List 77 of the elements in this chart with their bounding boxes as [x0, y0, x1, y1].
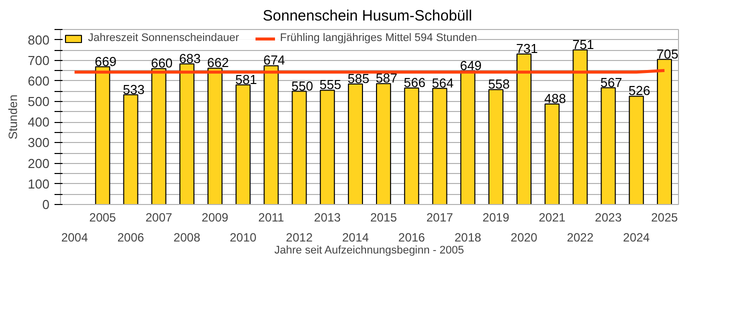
- y-tick-label: 200: [28, 156, 50, 171]
- x-tick-label: 2025: [651, 210, 678, 224]
- data-label: 705: [656, 46, 678, 62]
- x-tick-label: 2016: [398, 230, 426, 244]
- data-label: 488: [544, 91, 566, 106]
- x-tick-label: 2008: [174, 230, 201, 244]
- x-tick-label: 2012: [286, 230, 313, 244]
- data-label: 674: [263, 52, 286, 68]
- y-tick-label: 300: [28, 135, 50, 150]
- x-axis-title: Jahre seit Aufzeichnungsbeginn - 2005: [274, 244, 464, 256]
- x-tick-label: 2024: [623, 230, 650, 244]
- bar: [264, 65, 279, 204]
- data-label: 533: [122, 82, 145, 97]
- data-label: 662: [207, 55, 229, 70]
- bar: [488, 89, 504, 204]
- data-label: 683: [179, 50, 201, 66]
- y-axis-title: Stunden: [6, 94, 20, 140]
- bar: [376, 83, 392, 204]
- data-label: 526: [628, 83, 650, 98]
- data-label: 587: [376, 70, 398, 86]
- y-tick-label: 600: [28, 73, 50, 88]
- bar: [572, 49, 588, 204]
- x-tick-label: 2023: [594, 210, 622, 224]
- y-tick-label: 0: [42, 197, 50, 212]
- bar: [179, 63, 194, 204]
- data-label: 581: [235, 72, 257, 87]
- data-label: 550: [291, 78, 314, 94]
- y-tick-label: 500: [28, 94, 50, 110]
- y-tick-label: 400: [28, 114, 50, 130]
- x-tick-label: 2009: [202, 210, 229, 224]
- bar: [656, 58, 672, 204]
- bar: [628, 96, 644, 204]
- bar: [348, 84, 363, 204]
- bar: [292, 90, 307, 204]
- data-label: 585: [348, 71, 370, 86]
- x-tick-label: 2019: [482, 210, 510, 224]
- bar: [600, 87, 616, 204]
- y-tick-label: 100: [28, 176, 50, 192]
- chart-title: Sonnenschein Husum-Schobüll: [262, 8, 472, 24]
- data-label: 567: [600, 74, 622, 90]
- data-label: 649: [460, 58, 482, 73]
- data-label: 558: [488, 76, 510, 92]
- legend-label: Frühling langjähriges Mittel 594 Stunden: [280, 32, 477, 44]
- x-tick-label: 2005: [89, 210, 116, 224]
- x-tick-label: 2017: [426, 210, 454, 224]
- bar: [432, 88, 448, 204]
- data-label: 564: [432, 75, 454, 90]
- x-tick-label: 2018: [454, 230, 482, 244]
- bar: [404, 87, 420, 204]
- x-tick-label: 2007: [145, 210, 172, 224]
- x-tick-label: 2020: [510, 230, 538, 244]
- legend-label: Jahreszeit Sonnenscheindauer: [88, 32, 240, 44]
- x-tick-label: 2006: [117, 230, 144, 244]
- data-label: 731: [516, 41, 538, 56]
- x-tick-label: 2011: [258, 210, 284, 224]
- bar: [151, 68, 166, 204]
- bar: [95, 66, 110, 204]
- bar: [236, 84, 251, 204]
- y-tick-label: 800: [28, 32, 50, 48]
- x-tick-label: 2022: [566, 230, 594, 244]
- bar: [544, 104, 560, 204]
- data-label: 669: [94, 54, 116, 69]
- x-tick-label: 2015: [370, 210, 398, 224]
- x-tick-label: 2013: [314, 210, 342, 224]
- x-tick-label: 2021: [538, 210, 566, 224]
- x-tick-label: 2004: [61, 230, 88, 244]
- y-tick-label: 700: [28, 52, 50, 68]
- bar: [207, 68, 223, 204]
- data-label: 555: [320, 77, 342, 92]
- x-tick-label: 2010: [230, 230, 257, 244]
- data-label: 660: [150, 56, 173, 71]
- bar: [123, 94, 138, 204]
- bar: [320, 90, 335, 204]
- data-label: 751: [572, 36, 594, 52]
- bar: [516, 54, 532, 204]
- x-tick-label: 2014: [342, 230, 370, 244]
- data-label: 566: [404, 74, 426, 90]
